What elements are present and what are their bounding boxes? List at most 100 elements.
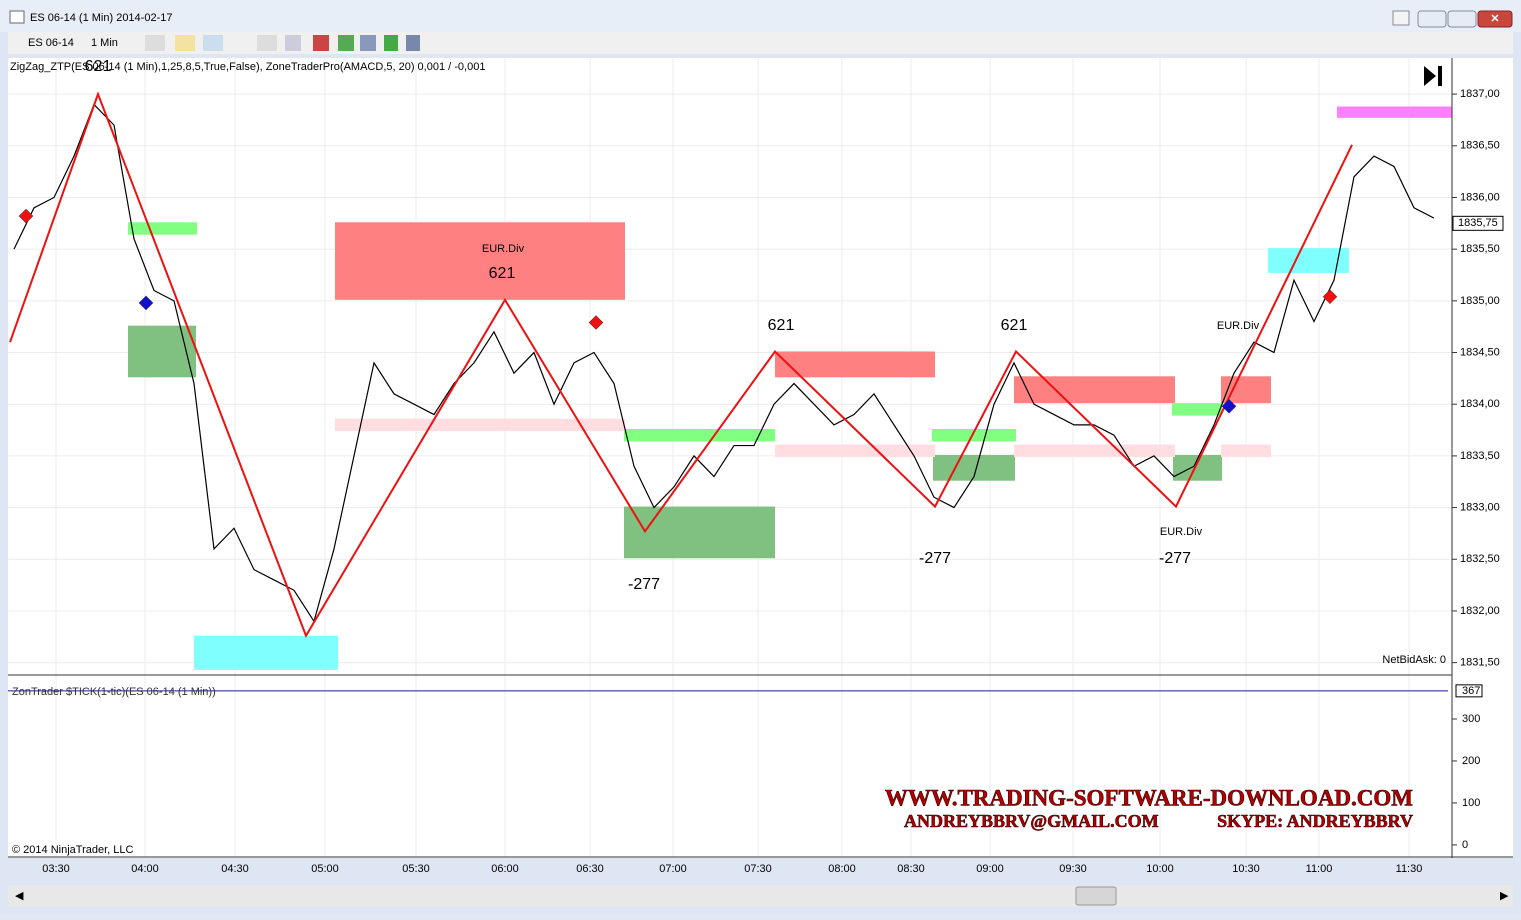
zigzag-label: -277 (919, 550, 951, 567)
app-icon (9, 10, 25, 24)
zigzag-label: 621 (768, 317, 795, 334)
zone (194, 635, 338, 670)
time-label: 09:30 (1059, 863, 1087, 875)
signal-diamond (588, 315, 604, 330)
tick-last-label: 367 (1462, 685, 1480, 697)
price-line (13, 103, 1435, 623)
time-label: 05:30 (402, 863, 430, 875)
interval-selector[interactable]: 1 Min (91, 37, 118, 49)
zigzag-label: 621 (85, 58, 112, 75)
minimize-button[interactable] (1417, 10, 1447, 28)
time-label: 05:00 (311, 863, 339, 875)
price-tick-label: 1834,50 (1460, 346, 1500, 358)
time-label: 08:30 (897, 863, 925, 875)
toolbar (8, 32, 1513, 54)
scroll-left[interactable]: ◀ (15, 890, 24, 902)
zone (624, 429, 775, 442)
watermark-url: WWW.TRADING-SOFTWARE-DOWNLOAD.COM (885, 785, 1413, 810)
time-label: 03:30 (42, 863, 70, 875)
price-tick-label: 1837,00 (1460, 88, 1500, 100)
time-label: 04:00 (131, 863, 159, 875)
signal-diamond (1322, 289, 1338, 305)
tool-button[interactable] (203, 35, 223, 51)
maximize-button[interactable] (1447, 10, 1477, 28)
watermark-skype: SKYPE: ANDREYBBRV (1217, 811, 1413, 831)
price-tick-label: 1835,50 (1460, 243, 1500, 255)
price-tick-label: 1836,50 (1460, 140, 1500, 152)
time-label: 04:30 (221, 863, 249, 875)
time-label: 06:30 (576, 863, 604, 875)
bar-type-button[interactable] (145, 35, 165, 51)
close-icon: ✕ (1490, 13, 1499, 25)
signal-diamond (138, 295, 154, 311)
divergence-label: EUR.Div (482, 243, 525, 255)
zone (1014, 376, 1175, 404)
indicator-button[interactable] (313, 35, 329, 51)
title-bar (0, 0, 1521, 32)
zone (624, 506, 775, 559)
plot-layer: 621 621 621 621 -277 -277 -277 EUR.Div EUR.Div EU… (8, 58, 1452, 857)
zigzag-label: 621 (1001, 317, 1028, 334)
zone (1268, 248, 1349, 273)
scroll-right[interactable]: ▶ (1500, 890, 1509, 902)
price-tick-label: 1834,00 (1460, 398, 1500, 410)
close-button[interactable] (1477, 10, 1513, 28)
zone (128, 325, 196, 378)
time-label: 08:00 (828, 863, 856, 875)
zone (1221, 444, 1271, 457)
price-tick-label: 1831,50 (1460, 657, 1500, 669)
zigzag (9, 91, 1353, 639)
zone (775, 444, 935, 457)
zone (932, 429, 1016, 442)
link-button[interactable] (1392, 10, 1410, 26)
signal-diamond (1221, 398, 1237, 414)
data-box-button[interactable] (406, 35, 420, 51)
last-price-label: 1835,75 (1458, 217, 1498, 229)
time-label: 11:00 (1306, 863, 1333, 875)
zone (775, 351, 935, 378)
order-button[interactable] (384, 35, 398, 51)
last-price-box (1452, 215, 1504, 231)
time-label: 10:00 (1146, 863, 1174, 875)
time-label: 07:30 (744, 863, 772, 875)
tick-axis-label: 200 (1462, 755, 1480, 767)
zoom-button[interactable] (285, 35, 301, 51)
zigzag-label: 621 (489, 265, 516, 282)
tick-axis-label: 300 (1462, 713, 1480, 725)
cursor-button[interactable] (257, 35, 277, 51)
zone (335, 222, 625, 300)
zone (335, 418, 625, 432)
tick-axis-label: 100 (1462, 797, 1480, 809)
price-tick-label: 1835,00 (1460, 295, 1500, 307)
price-tick-label: 1833,50 (1460, 450, 1500, 462)
properties-button[interactable] (360, 35, 376, 51)
zone (1014, 444, 1175, 457)
time-label: 10:30 (1232, 863, 1260, 875)
signal-diamond (18, 208, 34, 224)
time-label: 09:00 (976, 863, 1004, 875)
price-tick-label: 1833,00 (1460, 501, 1500, 513)
scrollbar[interactable] (8, 885, 1513, 907)
window-title: ES 06-14 (1 Min) 2014-02-17 (30, 12, 172, 24)
zigzag-label: -277 (1159, 550, 1191, 567)
draw-button[interactable] (175, 35, 195, 51)
price-tick-label: 1836,00 (1460, 191, 1500, 203)
net-bid-ask: NetBidAsk: 0 (1382, 654, 1446, 666)
time-label: 11:30 (1396, 863, 1423, 875)
zone (128, 222, 197, 235)
price-tick-label: 1832,00 (1460, 605, 1500, 617)
tick-last-box (1455, 684, 1483, 698)
copyright: © 2014 NinjaTrader, LLC (12, 844, 133, 856)
scroll-thumb[interactable] (1075, 886, 1117, 906)
divergence-label: EUR.Div (1160, 526, 1203, 538)
price-tick-label: 1832,50 (1460, 553, 1500, 565)
divergence-label: EUR.Div (1217, 320, 1260, 332)
indicator-label: ZigZag_ZTP(ES 06-14 (1 Min),1,25,8,5,Tru… (10, 61, 485, 73)
tick-panel-label: ZonTrader $TICK(1-tic)(ES 06-14 (1 Min)) (12, 686, 216, 698)
instrument-selector[interactable]: ES 06-14 (28, 37, 74, 49)
strategy-button[interactable] (338, 35, 354, 51)
zigzag-label: -277 (628, 576, 660, 593)
scroll-to-end[interactable] (1424, 66, 1442, 86)
